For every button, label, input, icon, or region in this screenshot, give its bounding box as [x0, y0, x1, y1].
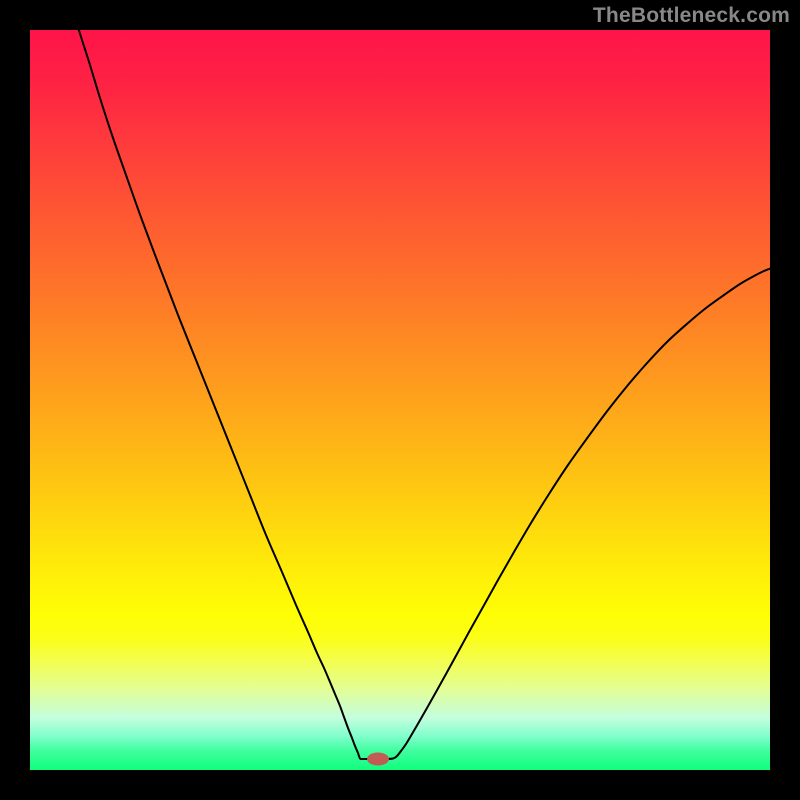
chart-container: TheBottleneck.com — [0, 0, 800, 800]
bottleneck-chart — [0, 0, 800, 800]
watermark-text: TheBottleneck.com — [593, 4, 790, 28]
gradient-background — [30, 30, 770, 770]
optimal-marker — [367, 753, 389, 766]
